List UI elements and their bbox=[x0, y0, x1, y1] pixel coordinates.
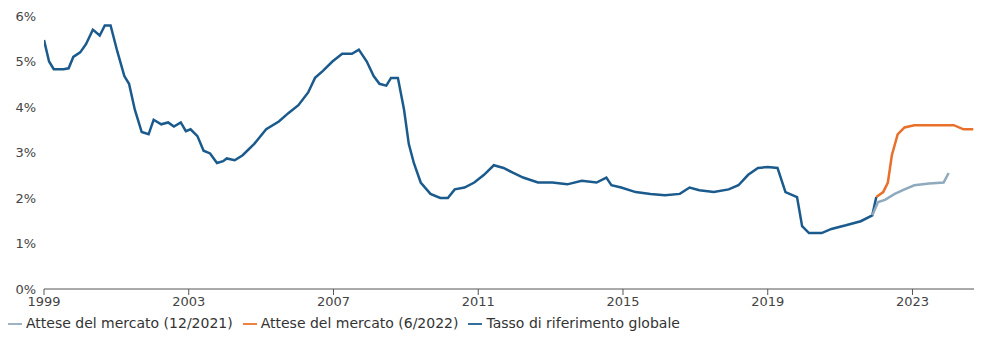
svg-text:3%: 3% bbox=[15, 145, 36, 160]
svg-text:2011: 2011 bbox=[462, 294, 495, 309]
svg-text:2%: 2% bbox=[15, 191, 36, 206]
svg-text:1999: 1999 bbox=[27, 294, 61, 310]
svg-text:2007: 2007 bbox=[317, 294, 350, 309]
html-text:Attese del mercato (6/2022): Attese del mercato (6/2022) bbox=[260, 315, 459, 331]
svg-text:4%: 4% bbox=[15, 100, 36, 115]
svg-text:5%: 5% bbox=[15, 54, 36, 69]
svg-text:0%: 0% bbox=[15, 282, 36, 297]
svg-text:2015: 2015 bbox=[606, 294, 639, 309]
svg-text:2019: 2019 bbox=[751, 294, 784, 309]
html-text:Tasso di riferimento globale: Tasso di riferimento globale bbox=[486, 315, 680, 331]
svg-text:2003: 2003 bbox=[172, 294, 205, 309]
html-text:Attese del mercato (12/2021): Attese del mercato (12/2021) bbox=[26, 315, 233, 331]
svg-text:2023: 2023 bbox=[896, 294, 929, 309]
svg-text:1%: 1% bbox=[15, 236, 36, 251]
svg-text:6%: 6% bbox=[15, 9, 36, 24]
